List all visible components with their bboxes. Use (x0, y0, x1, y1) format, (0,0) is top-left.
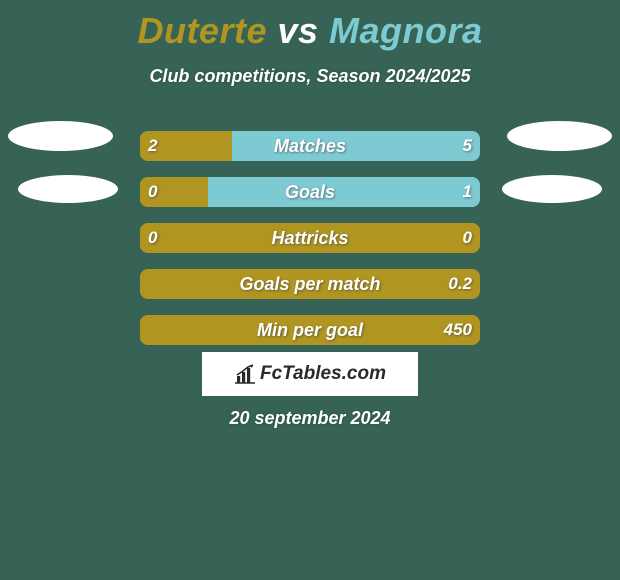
stat-row: Hattricks00 (0, 215, 620, 261)
vs-separator: vs (267, 10, 329, 51)
subtitle: Club competitions, Season 2024/2025 (0, 66, 620, 87)
date-label: 20 september 2024 (0, 408, 620, 429)
player2-name: Magnora (329, 10, 483, 51)
stat-bar-left (140, 269, 480, 299)
stat-bar-track (140, 315, 480, 345)
stats-rows: Matches25Goals01Hattricks00Goals per mat… (0, 123, 620, 353)
player1-name: Duterte (137, 10, 267, 51)
comparison-card: Duterte vs Magnora Club competitions, Se… (0, 0, 620, 580)
stat-bar-left (140, 177, 208, 207)
stat-bar-track (140, 223, 480, 253)
stat-row: Goals01 (0, 169, 620, 215)
stat-row: Matches25 (0, 123, 620, 169)
page-title: Duterte vs Magnora (0, 0, 620, 52)
brand-logo: FcTables.com (202, 352, 418, 396)
stat-row: Goals per match0.2 (0, 261, 620, 307)
stat-bar-track (140, 177, 480, 207)
stat-bar-track (140, 269, 480, 299)
stat-bar-right (232, 131, 480, 161)
stat-bar-left (140, 315, 480, 345)
bar-chart-icon (234, 364, 256, 384)
stat-bar-track (140, 131, 480, 161)
stat-row: Min per goal450 (0, 307, 620, 353)
brand-logo-text: FcTables.com (260, 363, 386, 385)
stat-bar-right (208, 177, 480, 207)
stat-bar-left (140, 223, 480, 253)
stat-bar-left (140, 131, 232, 161)
